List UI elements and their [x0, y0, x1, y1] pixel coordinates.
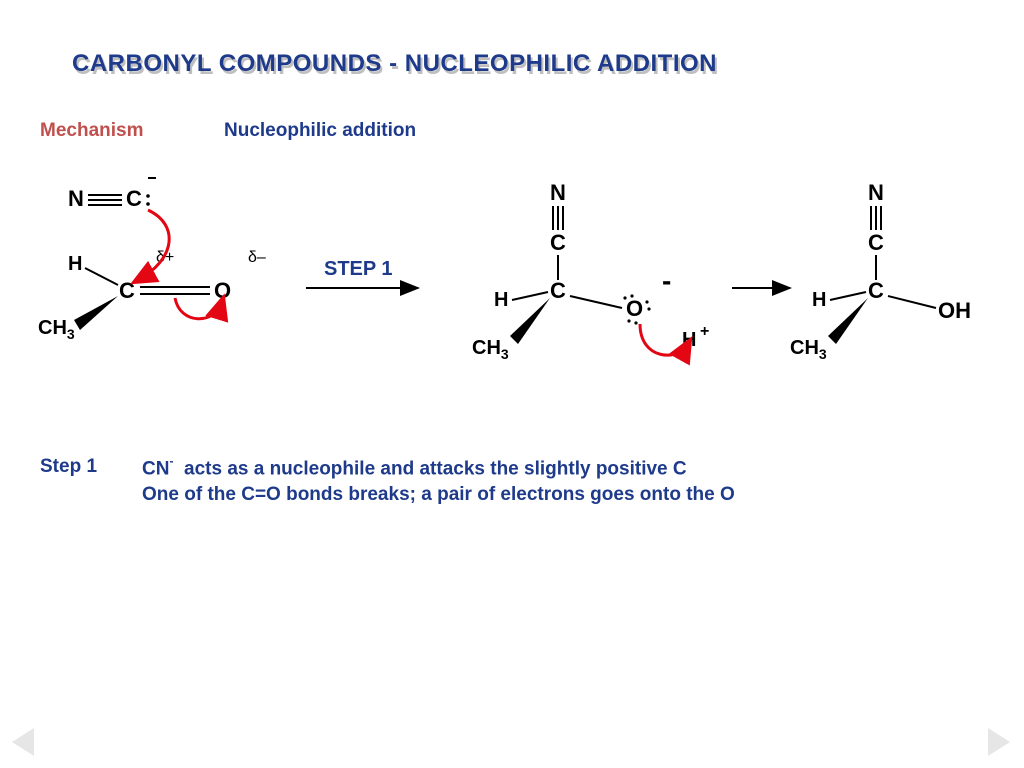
svg-text:OH: OH [938, 298, 971, 323]
svg-text:δ–: δ– [248, 249, 266, 266]
svg-text:-: - [662, 265, 671, 296]
step1-line2: One of the C=O bonds breaks; a pair of e… [142, 484, 735, 506]
svg-text:N: N [868, 180, 884, 205]
svg-text:N: N [550, 180, 566, 205]
svg-text:O: O [214, 278, 231, 303]
step1-key: Step 1 [40, 456, 97, 478]
svg-text:C: C [868, 278, 884, 303]
mechanism-diagram: N C C O H CH3 δ+ δ– N [0, 0, 1024, 768]
svg-text:H: H [812, 289, 826, 311]
svg-text:N: N [68, 186, 84, 211]
svg-text:+: + [700, 323, 709, 340]
svg-text:C: C [550, 278, 566, 303]
next-slide-button[interactable] [988, 728, 1010, 756]
svg-text:C: C [868, 230, 884, 255]
svg-text:CH3: CH3 [472, 337, 509, 362]
svg-text:C: C [550, 230, 566, 255]
svg-text:H: H [68, 253, 82, 275]
svg-text:H: H [494, 289, 508, 311]
svg-text:CH3: CH3 [790, 337, 827, 362]
svg-text:C: C [119, 278, 135, 303]
svg-text:O: O [626, 296, 643, 321]
slide: CARBONYL COMPOUNDS - NUCLEOPHILIC ADDITI… [0, 0, 1024, 768]
prev-slide-button[interactable] [12, 728, 34, 756]
svg-text:C: C [126, 186, 142, 211]
step1-line1: CN- acts as a nucleophile and attacks th… [142, 456, 687, 480]
svg-text:CH3: CH3 [38, 317, 75, 342]
